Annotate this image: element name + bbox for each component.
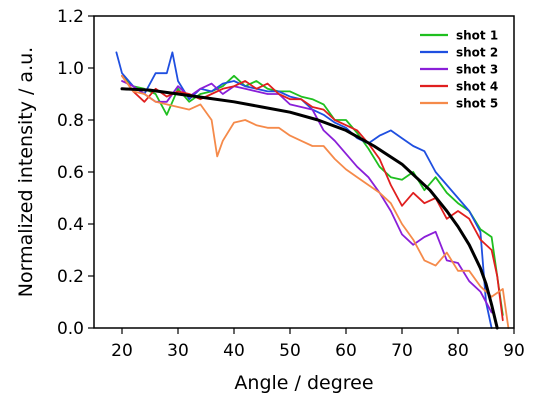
y-tick-label: 0.6 <box>57 163 84 183</box>
series-line-shot-1 <box>121 74 504 316</box>
series-line-shot-3 <box>121 80 493 314</box>
series-line-shot-5 <box>121 74 510 329</box>
x-tick-label: 90 <box>503 341 525 361</box>
legend-label: shot 2 <box>456 46 498 60</box>
legend-label: shot 1 <box>456 29 498 43</box>
x-tick-label: 50 <box>279 341 301 361</box>
y-tick-label: 0.2 <box>57 267 84 287</box>
x-tick-label: 80 <box>447 341 469 361</box>
legend: shot 1 shot 2 shot 3 shot 4 shot 5 <box>420 29 498 111</box>
y-tick-label: 1.0 <box>57 59 84 79</box>
plot-frame <box>93 15 515 329</box>
ticks-layer: 20 30 40 50 60 70 80 90 0.0 0.2 0.4 0.6 0.8 1.0 1.2 <box>57 7 525 361</box>
x-tick-label: 60 <box>335 341 357 361</box>
x-tick-label: 30 <box>167 341 189 361</box>
y-tick-label: 1.2 <box>57 7 84 27</box>
series-line-shot-4 <box>121 74 504 322</box>
legend-label: shot 3 <box>456 63 498 77</box>
legend-label: shot 5 <box>456 97 498 111</box>
x-tick-label: 40 <box>223 341 245 361</box>
y-tick-label: 0.0 <box>57 319 84 339</box>
y-tick-label: 0.8 <box>57 111 84 131</box>
y-tick-label: 0.4 <box>57 215 84 235</box>
legend-label: shot 4 <box>456 80 498 94</box>
y-axis-title: Normalized intensity / a.u. <box>15 47 37 297</box>
x-tick-label: 20 <box>111 341 133 361</box>
fit-curve-line <box>120 87 499 330</box>
x-axis-title: Angle / degree <box>234 372 373 394</box>
x-tick-label: 70 <box>391 341 413 361</box>
series-layer <box>115 51 510 330</box>
